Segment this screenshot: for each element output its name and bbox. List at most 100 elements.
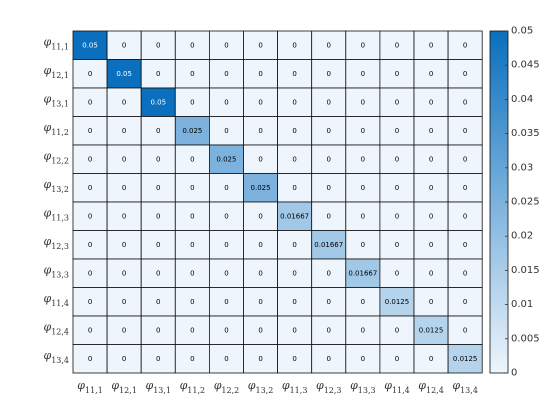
column-labels: φ11,1 φ12,1 φ13,1 φ11,2 φ12,2 φ13,2 φ11,3 φ12,3… [77, 379, 478, 395]
cell-value-label: 0 [190, 98, 194, 106]
heatmap-cell [447, 287, 483, 317]
cell-value-label: 0 [463, 155, 467, 163]
cell-value-label: 0 [156, 70, 160, 78]
heatmap-cell [277, 87, 313, 117]
colorbar-tick-label: 0.02 [511, 231, 533, 242]
cell-value-label: 0 [190, 41, 194, 49]
cell-value-label: 0 [224, 212, 228, 220]
column-label: φ11,4 [384, 379, 410, 395]
heatmap-cell [243, 116, 278, 146]
cell-value-label: 0.05 [150, 98, 166, 106]
heatmap-cell [174, 173, 210, 203]
heatmap-cell [243, 315, 278, 345]
heatmap-cell [311, 287, 347, 317]
heatmap-cell [174, 87, 210, 117]
cell-value-label: 0 [258, 269, 262, 277]
heatmap-cell [106, 201, 142, 231]
cell-value-label: 0 [395, 184, 399, 192]
heatmap-cell [413, 116, 449, 146]
cell-value-label: 0 [327, 298, 331, 306]
heatmap-cell [72, 315, 108, 345]
cell-value-label: 0 [463, 41, 467, 49]
cell-value-label: 0 [361, 70, 365, 78]
heatmap-cell [447, 258, 483, 288]
heatmap-cell [208, 201, 244, 231]
cell-value-label: 0 [224, 127, 228, 135]
colorbar-tick-label: 0.03 [511, 162, 533, 173]
heatmap-cell [277, 344, 313, 374]
cell-value-label: 0 [122, 41, 126, 49]
cell-value-label: 0 [327, 212, 331, 220]
heatmap-cell [208, 344, 244, 374]
heatmap-cell [106, 30, 142, 60]
row-labels: φ11,1 φ12,1 φ13,1 φ11,2 φ12,2 φ13,2 φ11,3 φ12,3… [43, 35, 69, 365]
cell-value-label: 0 [122, 241, 126, 249]
cell-value-label: 0.01667 [314, 241, 343, 249]
row-label: φ12,1 [43, 64, 69, 80]
heatmap-cell [106, 287, 142, 317]
cell-value-label: 0 [190, 155, 194, 163]
heatmap-cell [106, 258, 142, 288]
row-label: φ12,2 [43, 149, 69, 165]
heatmap-cell [277, 201, 313, 231]
heatmap-cell [243, 173, 278, 203]
cell-value-label: 0 [327, 269, 331, 277]
heatmap-cell [379, 116, 415, 146]
heatmap-cell [106, 344, 142, 374]
cell-value-label: 0 [190, 212, 194, 220]
cell-value-label: 0 [463, 184, 467, 192]
cell-value-label: 0 [122, 212, 126, 220]
heatmap-cell [413, 315, 449, 345]
cell-value-label: 0 [224, 184, 228, 192]
cell-value-label: 0 [361, 212, 365, 220]
colorbar-tick-label: 0.05 [511, 26, 533, 37]
cell-value-label: 0 [429, 41, 433, 49]
cell-value-label: 0 [463, 298, 467, 306]
column-label: φ13,1 [145, 379, 171, 395]
cell-value-label: 0 [190, 70, 194, 78]
row-label: φ13,2 [43, 178, 69, 194]
row-label: φ11,1 [43, 35, 69, 51]
cell-value-label: 0 [88, 127, 92, 135]
cell-value-label: 0 [156, 184, 160, 192]
column-label: φ13,2 [248, 379, 274, 395]
cell-value-label: 0 [327, 184, 331, 192]
colorbar-tick-label: 0.025 [511, 197, 540, 208]
colorbar: 0 0.005 0.01 0.015 0.02 0.025 0.03 0.035 0.04 0.0… [489, 26, 540, 379]
cell-value-label: 0 [156, 355, 160, 363]
heatmap-cell [243, 344, 278, 374]
heatmap-cell [72, 173, 108, 203]
row-label: φ13,1 [43, 92, 69, 108]
cell-value-label: 0 [88, 241, 92, 249]
cell-value-label: 0 [463, 212, 467, 220]
heatmap-cell [243, 258, 278, 288]
cell-value-label: 0 [361, 241, 365, 249]
heatmap-cell [413, 287, 449, 317]
cell-value-label: 0 [156, 155, 160, 163]
cell-value-label: 0 [361, 184, 365, 192]
column-label: φ12,1 [111, 379, 137, 395]
heatmap-cell [413, 201, 449, 231]
cell-value-label: 0 [292, 355, 296, 363]
cell-value-label: 0 [258, 98, 262, 106]
column-label: φ12,4 [418, 379, 444, 395]
cell-value-label: 0 [190, 241, 194, 249]
heatmap-cell [345, 315, 381, 345]
heatmap-cell [140, 87, 176, 117]
cell-value-label: 0 [463, 241, 467, 249]
cell-value-label: 0 [463, 70, 467, 78]
colorbar-tick-label: 0.04 [511, 94, 533, 105]
heatmap-cell [345, 59, 381, 89]
colorbar-tick-label: 0 [511, 368, 517, 379]
heatmap-cell [106, 315, 142, 345]
cell-value-label: 0 [122, 326, 126, 334]
cell-value-label: 0 [122, 127, 126, 135]
cell-value-label: 0 [258, 298, 262, 306]
heatmap-cell [277, 287, 313, 317]
cell-value-label: 0 [156, 127, 160, 135]
heatmap-cell [277, 173, 313, 203]
cell-value-label: 0 [224, 41, 228, 49]
heatmap-cell [140, 258, 176, 288]
cell-value-label: 0 [122, 355, 126, 363]
